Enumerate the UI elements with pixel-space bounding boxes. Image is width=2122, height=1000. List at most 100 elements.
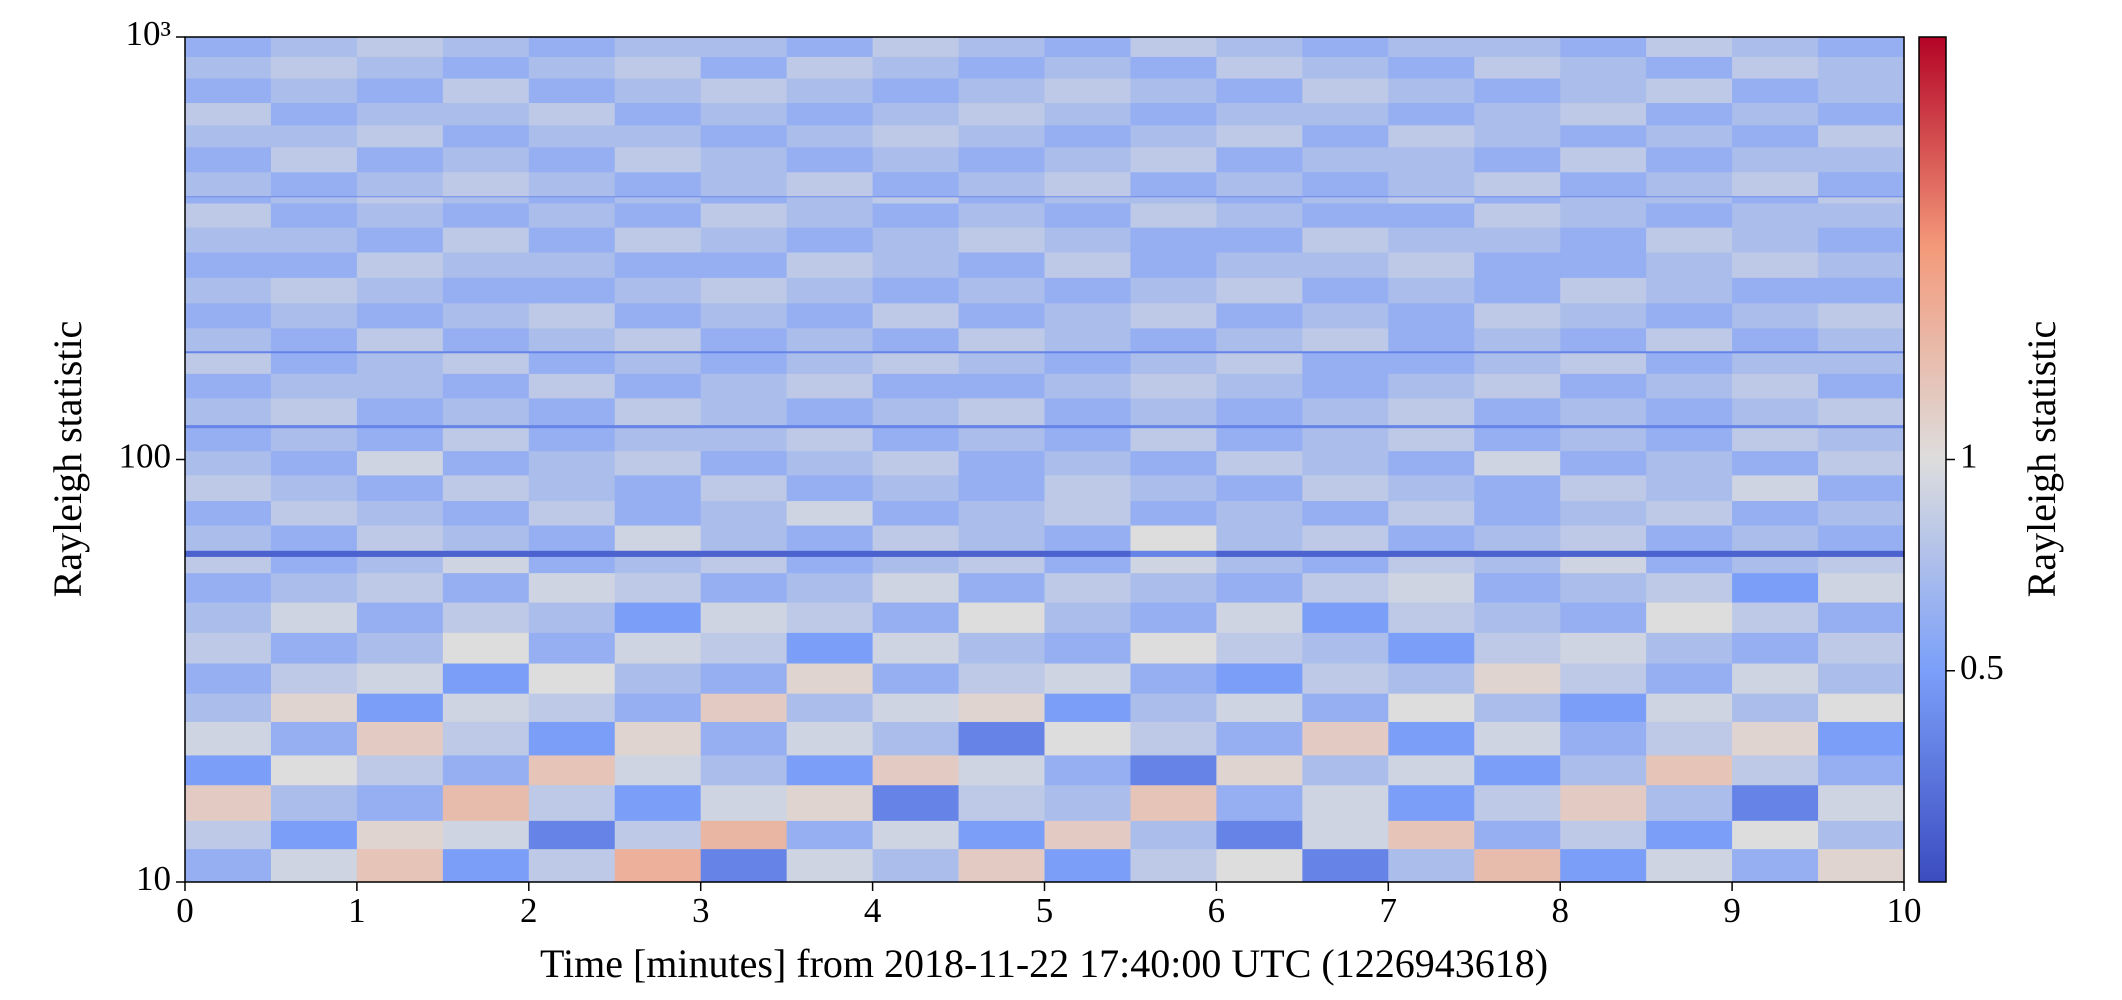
heatmap-cell (1216, 820, 1303, 850)
heatmap-cell (1818, 102, 1905, 126)
heatmap-cell (614, 77, 702, 104)
heatmap-cell (1044, 146, 1132, 173)
heatmap-cell (185, 146, 272, 173)
heatmap-cell (872, 277, 960, 304)
heatmap-cell (786, 171, 874, 197)
heatmap-cell (185, 251, 272, 278)
heatmap-cell (1646, 500, 1733, 526)
heatmap-cell (442, 37, 530, 57)
heatmap-cell (786, 146, 874, 173)
heatmap-cell (1732, 820, 1819, 850)
heatmap-cell (528, 102, 616, 126)
heatmap-cell (356, 146, 444, 173)
heatmap-cell (1560, 196, 1647, 204)
heatmap-cell (528, 327, 616, 352)
heatmap-cell (872, 124, 960, 148)
heatmap-cell (1216, 500, 1303, 526)
heatmap-cell (528, 352, 616, 374)
heatmap-cell (1818, 302, 1905, 329)
heatmap-cell (872, 820, 960, 850)
heatmap-cell (1560, 601, 1647, 633)
heatmap-cell (786, 195, 874, 198)
heatmap-cell (958, 352, 1046, 374)
heatmap-cell (958, 146, 1046, 173)
heatmap-cell (700, 632, 788, 664)
heatmap-cell (1130, 754, 1217, 786)
heatmap-cell (1732, 251, 1819, 278)
heatmap-cell (1646, 37, 1733, 57)
heatmap-cell (614, 450, 702, 476)
heatmap-cell (270, 146, 358, 173)
heatmap-cell (1388, 572, 1475, 603)
heatmap-cell (270, 721, 358, 756)
heatmap-cell (356, 352, 444, 374)
heatmap-cell (528, 227, 616, 253)
heatmap-cell (1388, 524, 1475, 551)
heatmap-cell (1818, 474, 1905, 502)
x-tick-label: 0 (176, 891, 194, 930)
heatmap-cell (786, 474, 874, 502)
heatmap-cell (1044, 754, 1132, 786)
heatmap-cell (1818, 397, 1905, 426)
heatmap-cell (442, 171, 530, 197)
heatmap-cell (1388, 427, 1475, 452)
heatmap-cell (872, 450, 960, 476)
heatmap-cell (1216, 848, 1303, 883)
heatmap-cell (270, 77, 358, 104)
heatmap-cell (700, 56, 788, 79)
heatmap-cell (1474, 450, 1561, 476)
heatmap-cell (786, 397, 874, 426)
heatmap-cell (356, 350, 444, 354)
heatmap-cell (1216, 754, 1303, 786)
heatmap-cell (1044, 427, 1132, 452)
heatmap-cell (270, 277, 358, 304)
heatmap-cell (1388, 37, 1475, 57)
heatmap-cell (1044, 450, 1132, 476)
heatmap-cell (1560, 556, 1647, 574)
heatmap-cell (786, 754, 874, 786)
heatmap-cell (614, 662, 702, 694)
heatmap-cell (958, 227, 1046, 253)
heatmap-cell (700, 77, 788, 104)
heatmap-cell (1130, 450, 1217, 476)
heatmap-cell (356, 196, 444, 204)
heatmap-cell (1818, 424, 1905, 429)
heatmap-cell (1388, 373, 1475, 399)
heatmap-cell (1560, 37, 1647, 57)
heatmap-cell (700, 848, 788, 883)
heatmap-cell (1130, 662, 1217, 694)
heatmap-cell (1474, 474, 1561, 502)
heatmap-cell (185, 424, 272, 429)
heatmap-cell (1044, 202, 1132, 228)
heatmap-cell (786, 350, 874, 354)
heatmap-cell (356, 56, 444, 79)
heatmap-cell (356, 500, 444, 526)
heatmap-cell (1474, 662, 1561, 694)
heatmap-cell (1044, 632, 1132, 664)
heatmap-cell (1388, 56, 1475, 79)
heatmap-cell (700, 754, 788, 786)
heatmap-cell (1560, 171, 1647, 197)
heatmap-cell (442, 500, 530, 526)
heatmap-cell (614, 227, 702, 253)
heatmap-cell (528, 721, 616, 756)
heatmap-cell (1388, 721, 1475, 756)
heatmap-cell (1474, 202, 1561, 228)
heatmap-cell (356, 102, 444, 126)
heatmap-cell (185, 277, 272, 304)
heatmap-cell (958, 202, 1046, 228)
heatmap-cell (1818, 450, 1905, 476)
heatmap-cell (1646, 56, 1733, 79)
heatmap-cell (700, 124, 788, 148)
heatmap-cell (958, 784, 1046, 821)
heatmap-cell (1732, 77, 1819, 104)
heatmap-cell (442, 632, 530, 664)
heatmap-cell (1044, 102, 1132, 126)
heatmap-cell (1130, 427, 1217, 452)
heatmap-cell (786, 37, 874, 57)
heatmap-cell (1044, 373, 1132, 399)
heatmap-cell (1302, 693, 1389, 722)
heatmap-cell (442, 202, 530, 228)
heatmap-cell (442, 784, 530, 821)
heatmap-cell (356, 556, 444, 574)
